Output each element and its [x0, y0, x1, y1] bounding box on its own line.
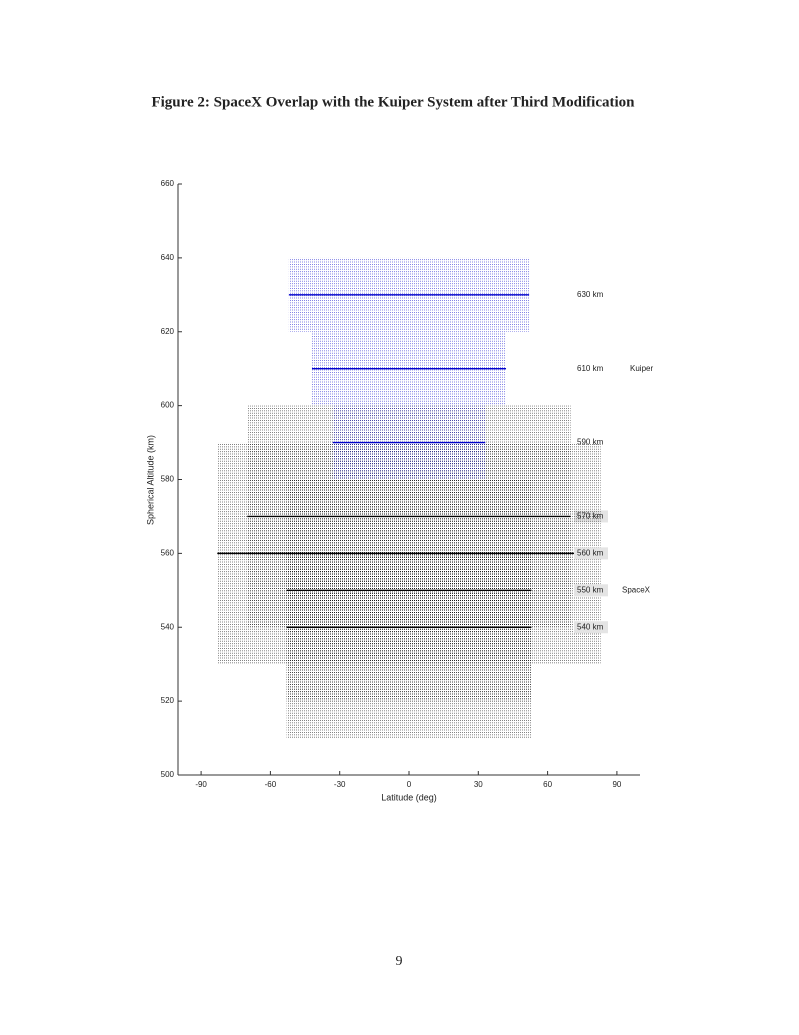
- y-tick-label: 540: [161, 622, 175, 631]
- shell-label: 610 km: [577, 364, 604, 373]
- shell-label-background: [574, 584, 608, 597]
- shell-label: 590 km: [577, 438, 604, 447]
- shell-label: 540 km: [577, 622, 604, 631]
- y-tick-label: 660: [161, 179, 175, 188]
- y-tick-label: 600: [161, 401, 175, 410]
- group-label: Kuiper: [630, 364, 653, 373]
- x-axis-label: Latitude (deg): [381, 792, 437, 802]
- shell-label: 550 km: [577, 585, 604, 594]
- x-tick-label: -60: [265, 780, 277, 789]
- shell-label-background: [574, 547, 608, 560]
- page-number: 9: [396, 954, 403, 969]
- y-tick-label: 560: [161, 548, 175, 557]
- x-tick-label: 30: [474, 780, 483, 789]
- shell-label: 560 km: [577, 548, 604, 557]
- y-tick-label: 580: [161, 475, 175, 484]
- y-axis-label: Spherical Altitude (km): [145, 435, 155, 525]
- y-tick-label: 620: [161, 327, 175, 336]
- y-tick-label: 640: [161, 253, 175, 262]
- group-label: SpaceX: [622, 585, 651, 594]
- x-tick-label: 60: [543, 780, 552, 789]
- x-tick-label: 90: [612, 780, 621, 789]
- x-tick-label: -30: [334, 780, 346, 789]
- y-tick-label: 500: [161, 770, 175, 779]
- y-tick-label: 520: [161, 696, 175, 705]
- figure-title: Figure 2: SpaceX Overlap with the Kuiper…: [151, 94, 635, 110]
- x-tick-label: 0: [407, 780, 412, 789]
- shell-label-background: [574, 621, 608, 634]
- shell-label: 630 km: [577, 290, 604, 299]
- x-tick-label: -90: [195, 780, 207, 789]
